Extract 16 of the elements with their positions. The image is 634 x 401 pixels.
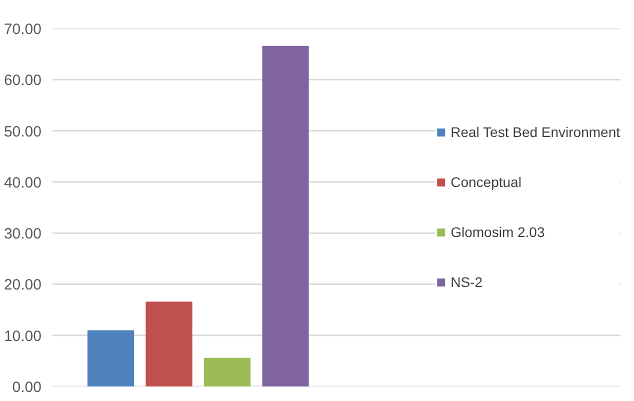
y-tick-label: 10.00	[4, 328, 42, 345]
legend-label: NS-2	[450, 274, 483, 290]
y-tick-label: 70.00	[4, 21, 42, 38]
y-tick-label: 30.00	[4, 226, 42, 243]
legend-label: Conceptual	[450, 174, 522, 190]
y-tick-label: 50.00	[4, 123, 42, 140]
bar	[87, 330, 134, 386]
bar	[204, 358, 251, 386]
y-tick-label: 40.00	[4, 174, 42, 192]
bar	[146, 302, 192, 386]
y-tick-label: 20.00	[4, 276, 42, 294]
bar	[262, 46, 309, 386]
y-tick-label: 0.00	[12, 379, 42, 396]
legend-label: Real Test Bed Environment	[450, 124, 620, 140]
legend-label: Glomosim 2.03	[450, 224, 545, 240]
y-tick-label: 60.00	[4, 72, 42, 90]
